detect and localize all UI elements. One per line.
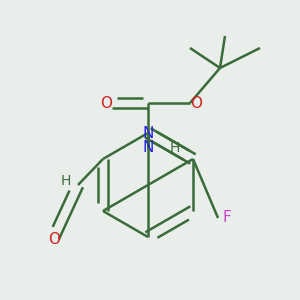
Text: O: O: [100, 95, 112, 110]
Text: H: H: [61, 174, 71, 188]
Text: F: F: [222, 211, 231, 226]
Text: N: N: [142, 140, 154, 155]
Text: O: O: [190, 95, 202, 110]
Text: N: N: [142, 125, 154, 140]
Text: O: O: [48, 232, 60, 247]
Text: H: H: [170, 141, 180, 155]
